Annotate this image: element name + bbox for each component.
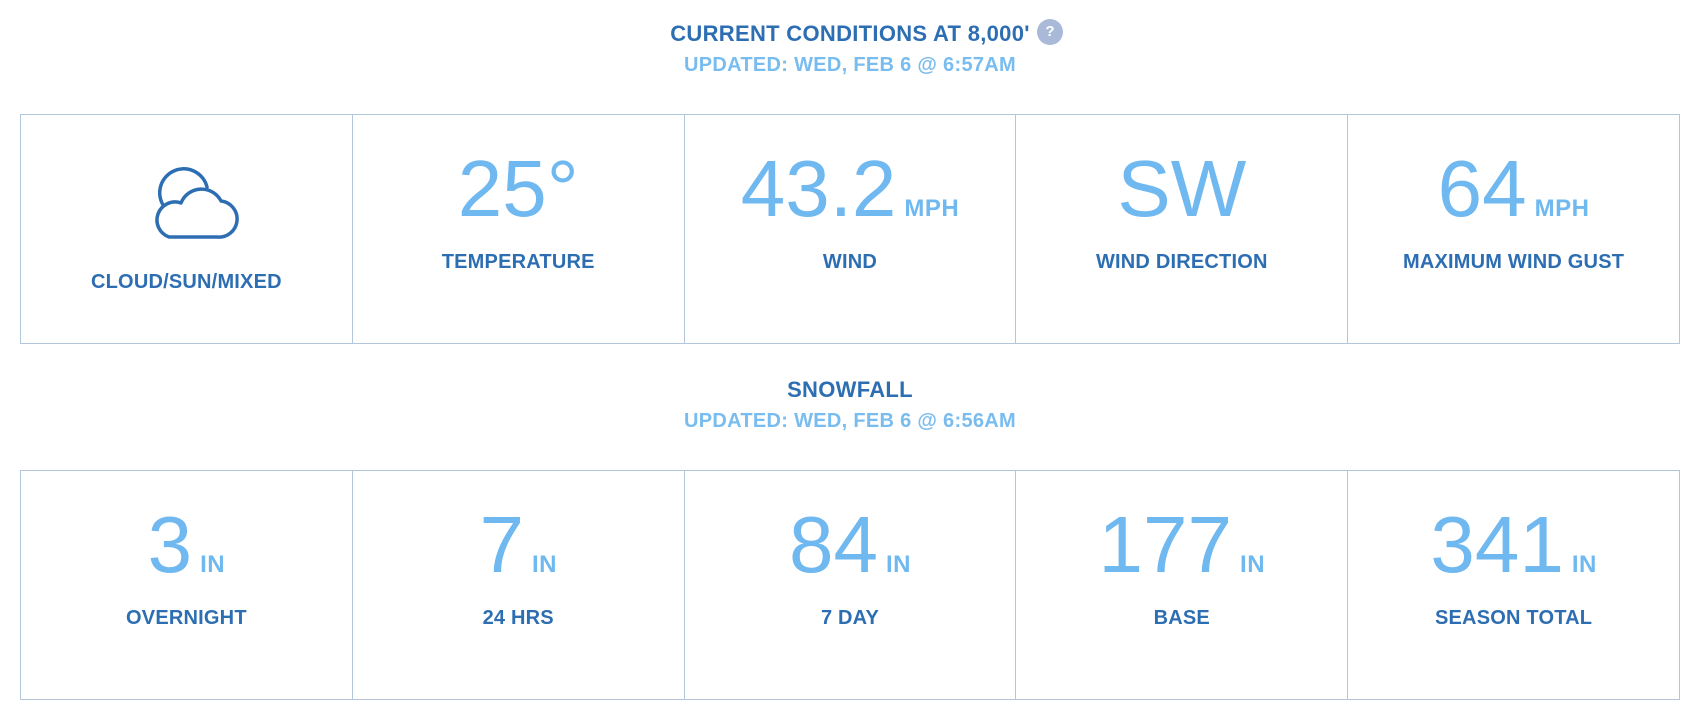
wind-unit: MPH <box>904 195 960 222</box>
conditions-header: CURRENT CONDITIONS AT 8,000' UPDATED: WE… <box>0 20 1700 78</box>
cloud-sun-icon <box>155 167 239 239</box>
snowfall-cell-overnight: 3 IN OVERNIGHT <box>21 471 353 699</box>
24hrs-label: 24 HRS <box>482 607 554 629</box>
base-value: 177 <box>1098 500 1233 589</box>
temperature-value: 25° <box>457 144 579 233</box>
overnight-value: 3 <box>147 500 193 589</box>
wind-direction-label: WIND DIRECTION <box>1095 251 1268 273</box>
wind-direction-value: SW <box>1117 144 1247 233</box>
snowfall-updated: UPDATED: WED, FEB 6 @ 6:56AM <box>683 410 1016 432</box>
base-unit: IN <box>1240 551 1266 578</box>
conditions-updated: UPDATED: WED, FEB 6 @ 6:57AM <box>683 54 1016 76</box>
season-total-label: SEASON TOTAL <box>1434 607 1593 629</box>
24hrs-unit: IN <box>531 551 557 578</box>
temperature-label: TEMPERATURE <box>441 251 595 273</box>
conditions-title: CURRENT CONDITIONS AT 8,000' <box>670 21 1030 46</box>
conditions-cell-wind-direction: SW WIND DIRECTION <box>1016 115 1349 343</box>
snowfall-header: SNOWFALL UPDATED: WED, FEB 6 @ 6:56AM <box>0 376 1700 434</box>
24hrs-value: 7 <box>479 500 524 589</box>
7day-unit: IN <box>885 551 911 578</box>
snowfall-title: SNOWFALL <box>787 377 913 402</box>
snowfall-grid: 3 IN OVERNIGHT 7 IN 24 HRS 84 IN 7 DAY 1… <box>20 470 1680 700</box>
7day-value: 84 <box>789 500 878 589</box>
snowfall-cell-24hrs: 7 IN 24 HRS <box>353 471 685 699</box>
help-icon[interactable]: ? <box>1037 19 1063 45</box>
conditions-label: CLOUD/SUN/MIXED <box>91 271 282 293</box>
wind-gust-unit: MPH <box>1534 195 1590 222</box>
wind-gust-value: 64 <box>1437 144 1527 233</box>
snowfall-cell-7day: 84 IN 7 DAY <box>685 471 1017 699</box>
conditions-cell-wind: 43.2 MPH WIND <box>685 115 1017 343</box>
conditions-cell-sky: CLOUD/SUN/MIXED <box>21 115 353 343</box>
season-total-value: 341 <box>1430 500 1564 589</box>
conditions-grid: CLOUD/SUN/MIXED 25° TEMPERATURE 43.2 MPH… <box>20 114 1680 344</box>
overnight-label: OVERNIGHT <box>126 607 247 629</box>
snowfall-cell-base: 177 IN BASE <box>1016 471 1349 699</box>
snowfall-cell-season-total: 341 IN SEASON TOTAL <box>1348 471 1679 699</box>
season-total-unit: IN <box>1571 551 1597 578</box>
conditions-cell-wind-gust: 64 MPH MAXIMUM WIND GUST <box>1348 115 1679 343</box>
conditions-cell-temperature: 25° TEMPERATURE <box>353 115 685 343</box>
base-label: BASE <box>1153 607 1210 629</box>
wind-value: 43.2 <box>740 144 897 233</box>
wind-gust-label: MAXIMUM WIND GUST <box>1403 251 1625 273</box>
7day-label: 7 DAY <box>820 607 880 629</box>
overnight-unit: IN <box>200 551 226 578</box>
wind-label: WIND <box>822 251 878 273</box>
